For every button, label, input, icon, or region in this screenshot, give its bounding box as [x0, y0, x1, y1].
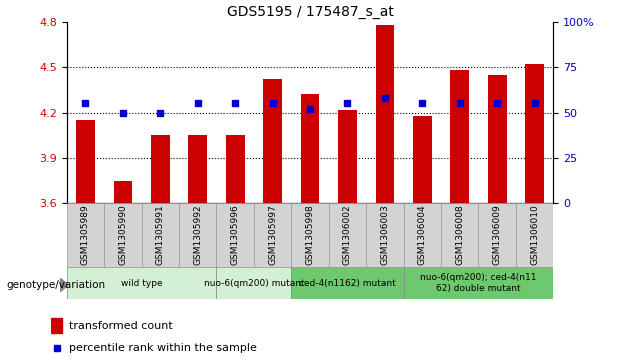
- Bar: [404, 267, 553, 299]
- Bar: [151, 135, 170, 203]
- Text: GSM1306002: GSM1306002: [343, 205, 352, 265]
- Title: GDS5195 / 175487_s_at: GDS5195 / 175487_s_at: [226, 5, 394, 19]
- Bar: [104, 203, 142, 267]
- Bar: [441, 203, 478, 267]
- Bar: [226, 135, 245, 203]
- Bar: [216, 267, 291, 299]
- Bar: [188, 135, 207, 203]
- Text: GSM1305991: GSM1305991: [156, 205, 165, 265]
- Text: GSM1306009: GSM1306009: [493, 205, 502, 265]
- Bar: [263, 79, 282, 203]
- Bar: [179, 203, 216, 267]
- Polygon shape: [60, 278, 68, 291]
- Bar: [114, 180, 132, 203]
- Text: GSM1305989: GSM1305989: [81, 205, 90, 265]
- Text: GSM1305990: GSM1305990: [118, 205, 127, 265]
- Text: GSM1305992: GSM1305992: [193, 205, 202, 265]
- Bar: [291, 267, 404, 299]
- Bar: [291, 203, 329, 267]
- Bar: [516, 203, 553, 267]
- Text: percentile rank within the sample: percentile rank within the sample: [69, 343, 258, 352]
- Bar: [142, 203, 179, 267]
- Text: GSM1305996: GSM1305996: [231, 205, 240, 265]
- Bar: [51, 318, 62, 333]
- Bar: [301, 94, 319, 203]
- Bar: [413, 115, 432, 203]
- Text: GSM1306010: GSM1306010: [530, 205, 539, 265]
- Text: ced-4(n1162) mutant: ced-4(n1162) mutant: [299, 279, 396, 287]
- Bar: [375, 25, 394, 203]
- Text: GSM1306003: GSM1306003: [380, 205, 389, 265]
- Text: GSM1306008: GSM1306008: [455, 205, 464, 265]
- Text: GSM1305997: GSM1305997: [268, 205, 277, 265]
- Text: transformed count: transformed count: [69, 321, 173, 331]
- Text: nuo-6(qm200); ced-4(n11
62) double mutant: nuo-6(qm200); ced-4(n11 62) double mutan…: [420, 273, 537, 293]
- Bar: [329, 203, 366, 267]
- Bar: [67, 267, 216, 299]
- Bar: [338, 110, 357, 203]
- Bar: [254, 203, 291, 267]
- Bar: [76, 120, 95, 203]
- Text: genotype/variation: genotype/variation: [6, 280, 106, 290]
- Bar: [478, 203, 516, 267]
- Bar: [525, 64, 544, 203]
- Bar: [450, 70, 469, 203]
- Text: nuo-6(qm200) mutant: nuo-6(qm200) mutant: [204, 279, 304, 287]
- Bar: [404, 203, 441, 267]
- Text: wild type: wild type: [121, 279, 162, 287]
- Bar: [366, 203, 404, 267]
- Bar: [216, 203, 254, 267]
- Text: GSM1306004: GSM1306004: [418, 205, 427, 265]
- Text: GSM1305998: GSM1305998: [305, 205, 315, 265]
- Bar: [67, 203, 104, 267]
- Bar: [488, 75, 506, 203]
